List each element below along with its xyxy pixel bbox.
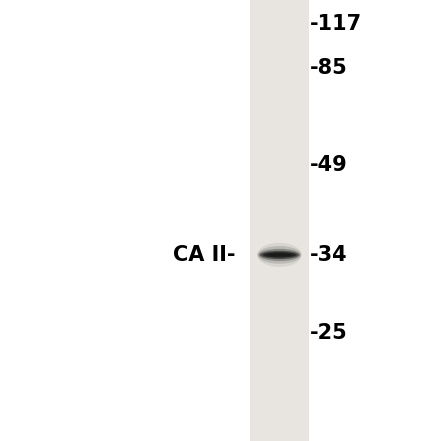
Text: CA II-: CA II-: [173, 245, 235, 265]
Text: -85: -85: [310, 58, 348, 78]
Ellipse shape: [257, 243, 301, 267]
Ellipse shape: [260, 251, 299, 259]
Text: -34: -34: [310, 245, 348, 265]
Ellipse shape: [257, 246, 301, 264]
Text: -25: -25: [310, 323, 348, 343]
Ellipse shape: [259, 249, 300, 261]
Text: -117: -117: [310, 14, 362, 34]
Ellipse shape: [268, 253, 292, 257]
Text: -49: -49: [310, 155, 348, 176]
Ellipse shape: [263, 252, 296, 258]
Bar: [250, 0, 309, 441]
